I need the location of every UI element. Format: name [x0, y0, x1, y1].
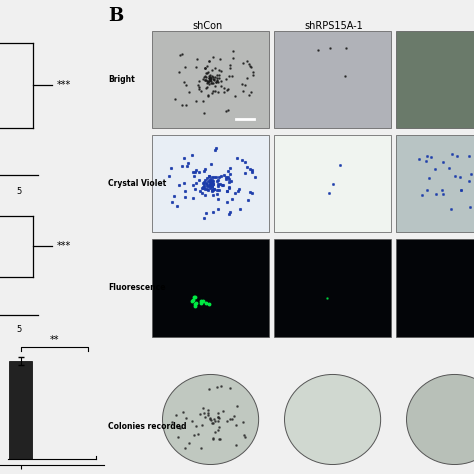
Text: Bright: Bright: [108, 75, 135, 84]
Text: **: **: [49, 335, 59, 345]
Text: Colonies recorded: Colonies recorded: [108, 422, 186, 431]
Text: shCon: shCon: [192, 21, 223, 31]
Text: 5: 5: [16, 187, 22, 196]
Text: B: B: [108, 7, 123, 25]
Bar: [274, 31, 391, 128]
Text: shRPS15A-1: shRPS15A-1: [304, 21, 363, 31]
Text: Crystal Violet: Crystal Violet: [108, 179, 166, 188]
Bar: [396, 239, 474, 337]
Bar: [9, 361, 32, 459]
Bar: [274, 135, 391, 232]
Bar: [152, 135, 269, 232]
Bar: [152, 239, 269, 337]
Text: 5: 5: [16, 325, 22, 334]
Text: Fluorescence: Fluorescence: [108, 283, 165, 292]
Text: ***: ***: [57, 80, 71, 91]
Bar: [152, 31, 269, 128]
Bar: [274, 239, 391, 337]
Ellipse shape: [163, 374, 259, 465]
Bar: [396, 31, 474, 128]
Text: ***: ***: [57, 241, 71, 252]
Ellipse shape: [407, 374, 474, 465]
Bar: [396, 135, 474, 232]
Ellipse shape: [284, 374, 381, 465]
